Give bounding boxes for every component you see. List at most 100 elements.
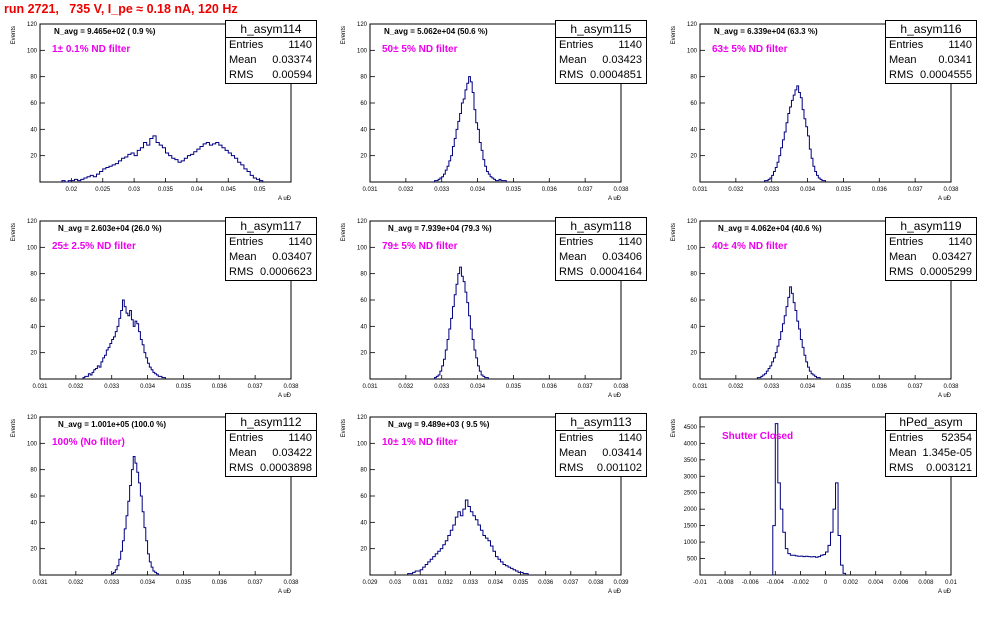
- histogram-series-line: [772, 423, 847, 575]
- y-tick-label: 2500: [684, 491, 698, 497]
- stats-key: Mean: [559, 251, 587, 263]
- x-tick-label: 0.039: [613, 580, 629, 586]
- histogram-series-line: [764, 85, 826, 182]
- histogram-svg: -0.01 -0.008 -0.006 -0.004 -0.002 0 0.002 0.004…: [671, 416, 957, 595]
- x-tick-label: 0.031: [362, 384, 378, 390]
- histogram-panel: 0.031 0.032 0.033 0.034 0.035 0.036 0.037 0.038…: [0, 413, 330, 608]
- stats-box: h_asym114 Entries 1140 Mean 0.03374 RMS 0.0059…: [225, 20, 317, 84]
- stats-value: 0.0004555: [920, 69, 972, 81]
- x-tick-label: 0.034: [800, 384, 816, 390]
- stats-value: 1140: [618, 39, 642, 51]
- stats-row: Mean 1.345e-05: [889, 446, 972, 460]
- y-tick-label: 80: [30, 75, 37, 81]
- y-tick-label: 40: [690, 127, 697, 133]
- x-tick-label: 0.036: [542, 187, 558, 193]
- nd-filter-annotation: 25± 2.5% ND filter: [52, 241, 136, 252]
- x-tick-label: 0.037: [908, 187, 924, 193]
- y-tick-label: 40: [30, 127, 37, 133]
- histogram-panel: 0.02 0.025 0.03 0.035 0.04 0.045 0.05 20 40 60 80 1…: [0, 20, 330, 215]
- y-axis-label: Events: [341, 26, 347, 44]
- stats-box: h_asym117 Entries 1140 Mean 0.03407 RMS 0.0006…: [225, 217, 317, 281]
- histogram-panel: 0.031 0.032 0.033 0.034 0.035 0.036 0.037 0.038…: [330, 20, 660, 215]
- y-tick-label: 80: [360, 272, 367, 278]
- stats-row: Entries 1140: [229, 235, 312, 249]
- stats-value: 0.03406: [602, 251, 642, 263]
- nd-filter-annotation: 79± 5% ND filter: [382, 241, 458, 252]
- y-tick-label: 80: [360, 468, 367, 474]
- y-tick-label: 60: [30, 494, 37, 500]
- stats-value: 0.003121: [926, 462, 972, 474]
- nd-filter-annotation: 10± 1% ND filter: [382, 437, 458, 448]
- y-tick-label: 40: [360, 520, 367, 526]
- stats-title: h_asym115: [556, 21, 646, 38]
- x-tick-label: -0.006: [742, 580, 760, 586]
- y-tick-label: 120: [357, 22, 368, 28]
- stats-value: 1140: [618, 236, 642, 248]
- stats-key: RMS: [229, 69, 254, 81]
- x-tick-label: 0: [824, 580, 828, 586]
- histogram-series-line: [111, 456, 159, 575]
- y-axis-label: Events: [341, 419, 347, 437]
- y-axis-label: Events: [671, 223, 677, 241]
- x-tick-label: 0.035: [506, 384, 522, 390]
- x-tick-label: 0.01: [945, 580, 957, 586]
- stats-value: 0.0005299: [920, 266, 972, 278]
- stats-row: RMS 0.0004164: [559, 265, 642, 279]
- y-tick-label: 100: [27, 441, 38, 447]
- x-tick-label: 0.002: [843, 580, 859, 586]
- y-tick-label: 60: [360, 494, 367, 500]
- stats-row: Mean 0.03427: [889, 250, 972, 264]
- stats-value: 0.03422: [272, 447, 312, 459]
- x-tick-label: 0.034: [800, 187, 816, 193]
- x-tick-label: 0.031: [692, 187, 708, 193]
- y-axis-label: Events: [341, 223, 347, 241]
- y-tick-label: 100: [27, 245, 38, 251]
- stats-title: h_asym118: [556, 218, 646, 235]
- stats-row: Mean 0.0341: [889, 53, 972, 67]
- x-tick-label: 0.032: [728, 384, 744, 390]
- x-tick-label: 0.025: [95, 187, 111, 193]
- histogram-series-line: [61, 135, 264, 183]
- x-tick-label: -0.002: [792, 580, 810, 586]
- stats-key: RMS: [559, 69, 584, 81]
- stats-box: h_asym113 Entries 1140 Mean 0.03414 RMS 0.0011…: [555, 413, 647, 477]
- x-tick-label: 0.029: [362, 580, 378, 586]
- stats-key: Entries: [229, 39, 264, 51]
- stats-key: RMS: [889, 69, 914, 81]
- y-axis-label: Events: [11, 419, 17, 437]
- histogram-series-line: [756, 286, 821, 379]
- histogram-panel: 0.031 0.032 0.033 0.034 0.035 0.036 0.037 0.038…: [660, 217, 990, 412]
- y-tick-label: 20: [690, 154, 697, 160]
- y-tick-label: 40: [30, 324, 37, 330]
- x-tick-label: 0.031: [692, 384, 708, 390]
- histogram-svg: 0.029 0.03 0.031 0.032 0.033 0.034 0.035 0.036 0…: [341, 415, 629, 595]
- stats-title: hPed_asym: [886, 414, 976, 431]
- stats-key: RMS: [229, 462, 254, 474]
- y-tick-label: 100: [357, 441, 368, 447]
- y-tick-label: 500: [687, 557, 698, 563]
- stats-value: 0.0004164: [590, 266, 642, 278]
- stats-key: Entries: [559, 432, 594, 444]
- x-tick-label: 0.031: [32, 384, 48, 390]
- histogram-svg: 0.031 0.032 0.033 0.034 0.035 0.036 0.037 0.038…: [341, 22, 629, 202]
- x-tick-label: 0.008: [918, 580, 934, 586]
- stats-box: h_asym112 Entries 1140 Mean 0.03422 RMS 0.0003…: [225, 413, 317, 477]
- y-tick-label: 80: [360, 75, 367, 81]
- stats-key: Entries: [889, 432, 924, 444]
- stats-key: Mean: [889, 54, 917, 66]
- y-tick-label: 4500: [684, 425, 698, 431]
- x-tick-label: 0.03: [389, 580, 401, 586]
- y-tick-label: 40: [360, 127, 367, 133]
- histogram-svg: 0.031 0.032 0.033 0.034 0.035 0.036 0.037 0.038…: [671, 22, 959, 202]
- x-tick-label: 0.036: [212, 384, 228, 390]
- stats-key: Mean: [889, 251, 917, 263]
- y-tick-label: 120: [27, 219, 38, 225]
- x-axis-label: A uÐ: [278, 196, 292, 202]
- x-tick-label: 0.031: [413, 580, 429, 586]
- stats-value: 1140: [948, 236, 972, 248]
- y-tick-label: 20: [360, 547, 367, 553]
- y-tick-label: 120: [687, 219, 698, 225]
- nd-filter-annotation: 1± 0.1% ND filter: [52, 44, 131, 55]
- x-tick-label: 0.032: [398, 384, 414, 390]
- x-tick-label: 0.038: [588, 580, 604, 586]
